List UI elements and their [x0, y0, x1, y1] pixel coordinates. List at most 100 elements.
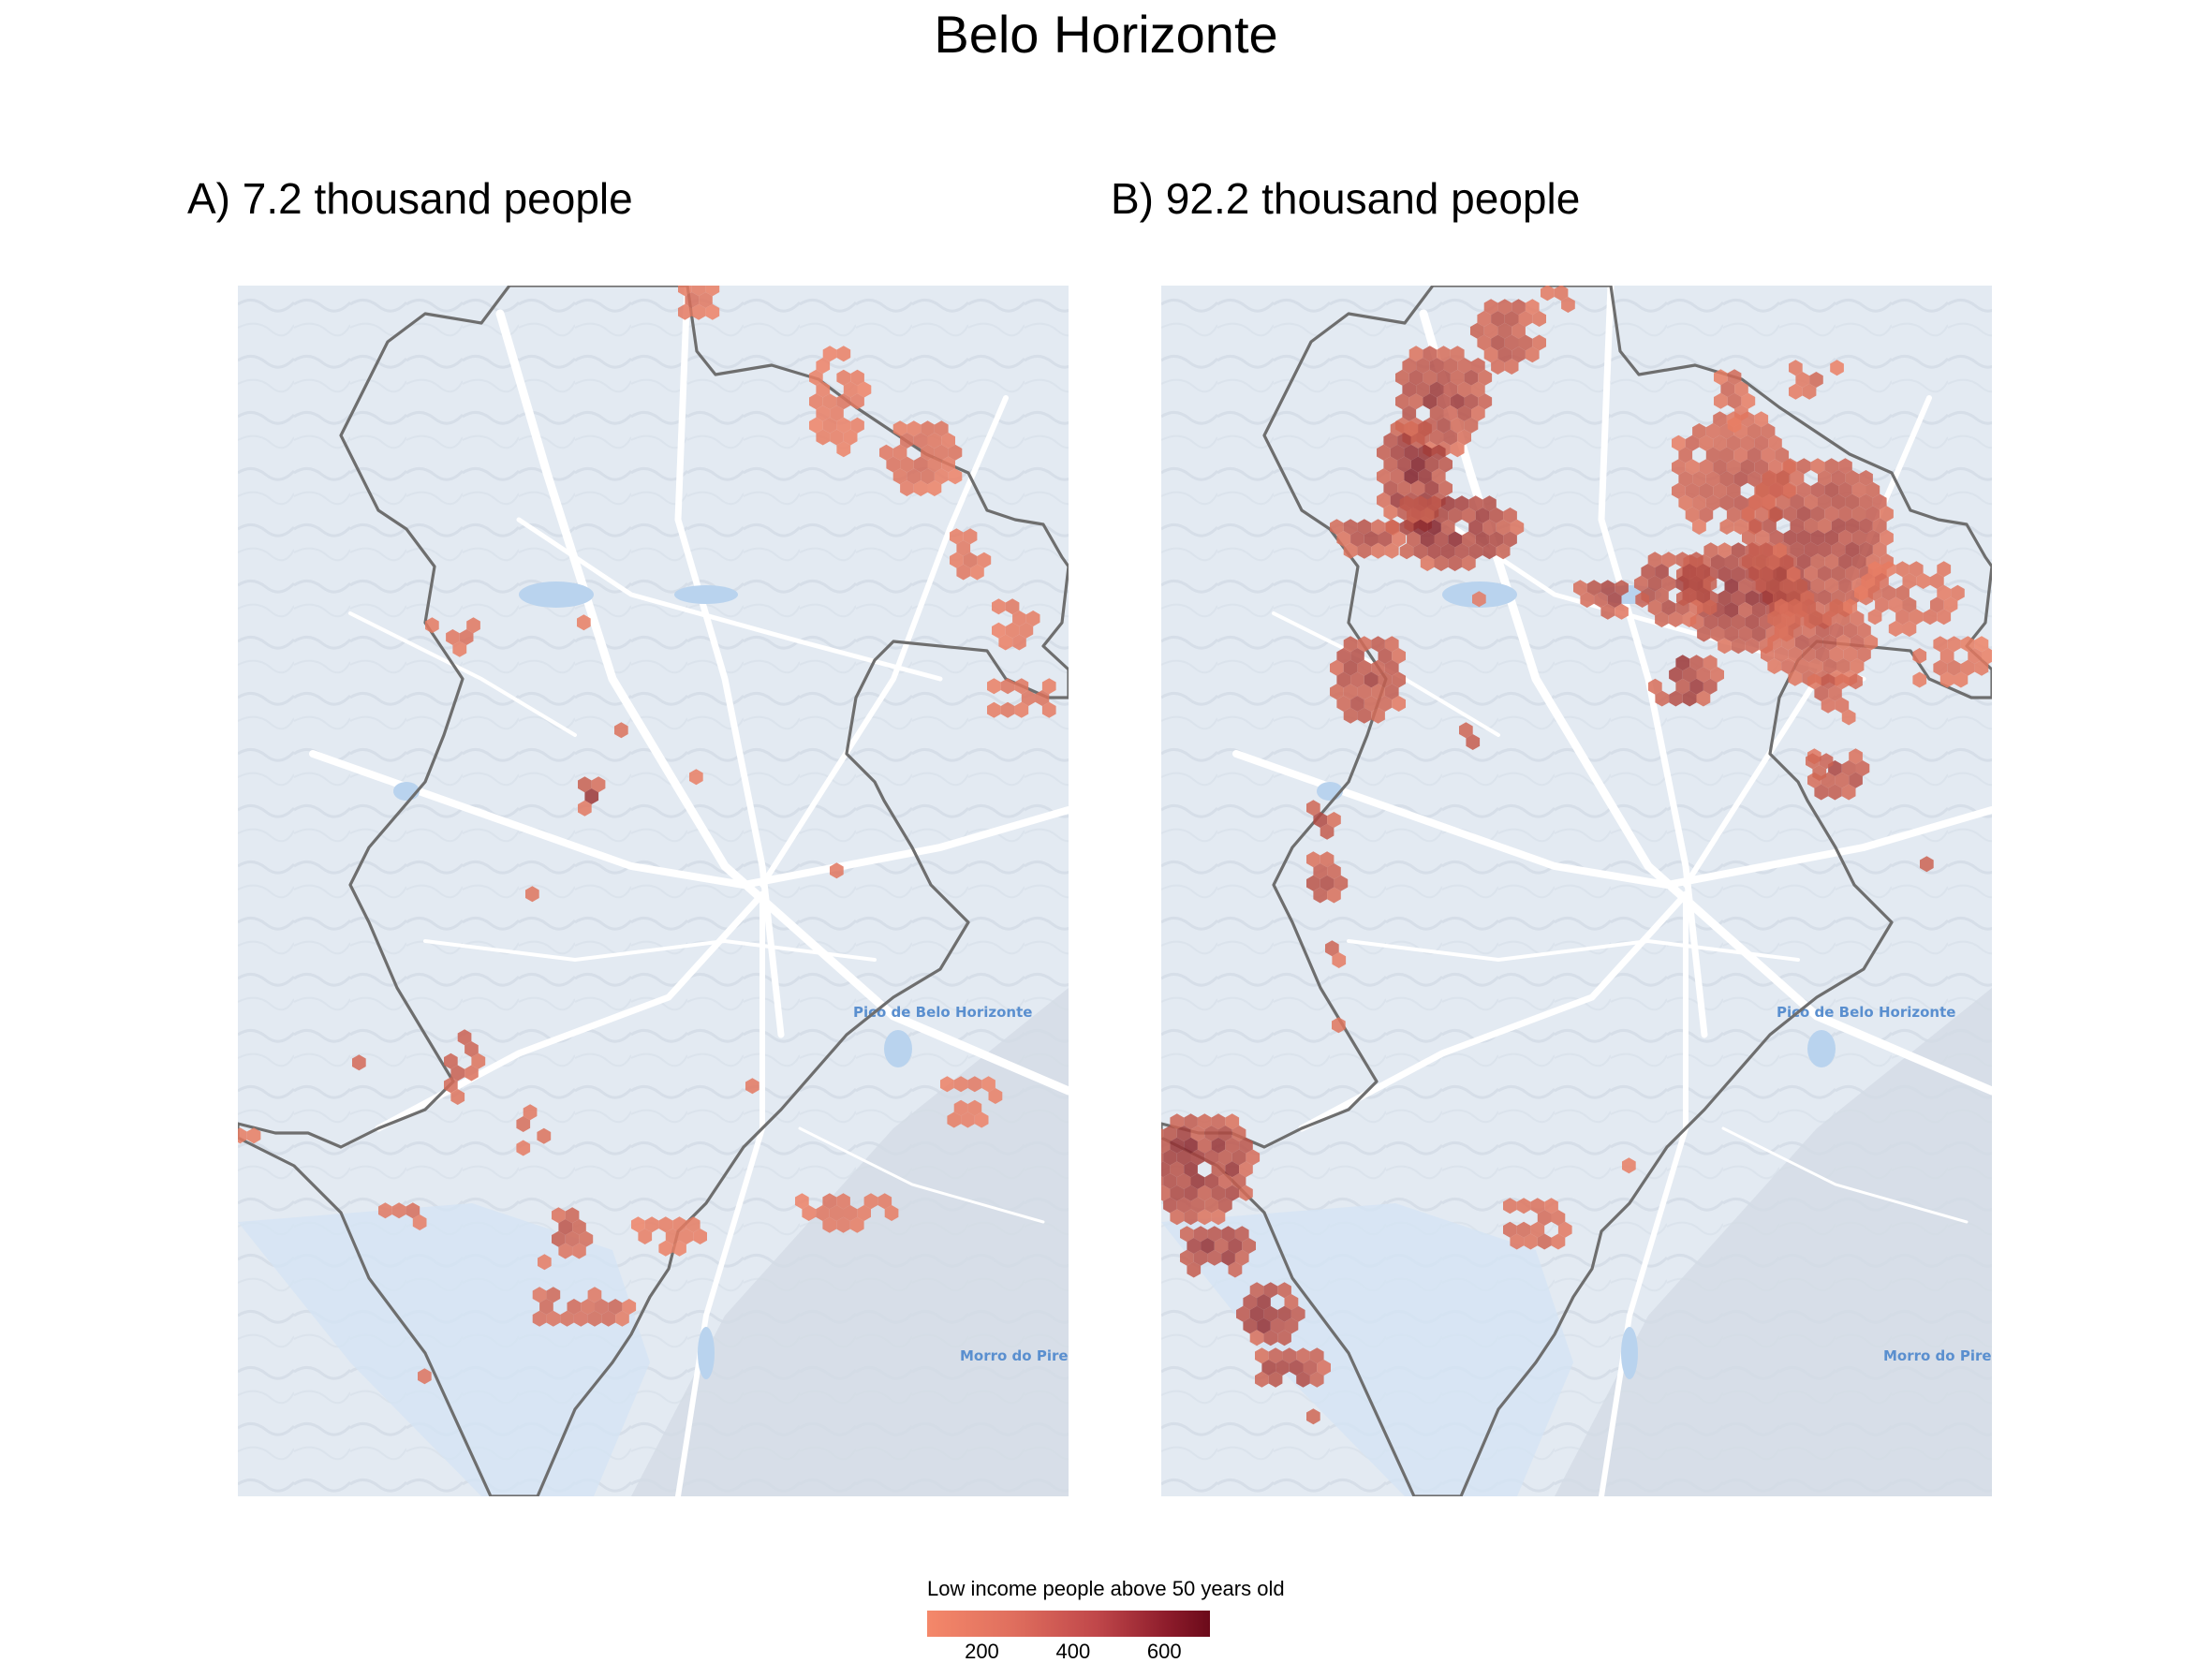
- hexbin-cell: [1383, 456, 1398, 473]
- hexbin-cell: [1418, 444, 1432, 461]
- hexbin-cell: [1705, 494, 1720, 511]
- hexbin-cell: [1697, 625, 1711, 642]
- hexbin-cell: [1831, 470, 1846, 486]
- hexbin-cell: [516, 1116, 531, 1132]
- hexbin-cell: [587, 1287, 602, 1303]
- hexbin-cell: [1696, 690, 1711, 707]
- hexbin-cell: [1854, 584, 1868, 601]
- map-panel-a[interactable]: Pico de Belo Horizonte Morro do Pires: [238, 286, 1069, 1496]
- hexbin-cell: [950, 528, 964, 545]
- hexbin-cell: [1829, 598, 1844, 615]
- hexbin-cell: [974, 1111, 989, 1128]
- hexbin-cell: [1161, 1176, 1164, 1186]
- hexbin-cell: [1477, 334, 1492, 351]
- hexbin-cell: [352, 1054, 366, 1071]
- hexbin-cell: [1968, 648, 1982, 664]
- hexbin-cell: [1482, 495, 1497, 512]
- hexbin-cell: [1767, 634, 1782, 651]
- map-panel-b[interactable]: Pico de Belo Horizonte Morro do Pires: [1161, 286, 1992, 1496]
- hexbin-cell: [1320, 823, 1335, 840]
- hexbin-cell: [1336, 696, 1351, 712]
- hexbin-cell: [921, 420, 935, 437]
- hexbin-cell: [614, 722, 628, 739]
- hexbin-cell: [1204, 1173, 1218, 1189]
- hexbin-cell: [1675, 575, 1689, 592]
- hexbin-cell: [1296, 1371, 1310, 1388]
- hexbin-cell: [1225, 1137, 1240, 1154]
- hexbin-cell: [1306, 1408, 1320, 1425]
- hexbin-cell: [1170, 1161, 1185, 1178]
- hexbin-cell: [1404, 444, 1419, 461]
- hexbin-cell: [1982, 648, 1992, 664]
- hexbin-cell: [1035, 690, 1050, 706]
- hexbin-cell: [1678, 471, 1693, 487]
- hexbin-cell: [1378, 671, 1393, 688]
- hexbin-cell: [809, 417, 823, 434]
- hexbin-cell: [1443, 358, 1458, 374]
- hexbin-cell: [1895, 609, 1910, 625]
- hexbin-cell: [1427, 495, 1441, 512]
- hexbin-cell: [1462, 508, 1476, 523]
- hexbin-cell: [1682, 564, 1697, 580]
- hexbin-cell: [1176, 1149, 1191, 1166]
- hexbin-cell: [1810, 529, 1825, 546]
- hexbin-cell: [1404, 420, 1419, 437]
- hexbin-cell: [1197, 1209, 1212, 1226]
- hexbin-cell: [1752, 625, 1766, 642]
- hexbin-cell: [1489, 508, 1504, 523]
- hexbin-cell: [1835, 673, 1850, 690]
- hexbin-cell: [877, 1193, 892, 1210]
- hexbin-cell: [1769, 481, 1784, 498]
- hexbin-cell: [1284, 1294, 1299, 1310]
- hexbin-cell: [927, 433, 942, 449]
- hexbin-cell: [1309, 1347, 1324, 1364]
- hexbin-cell: [1459, 722, 1473, 739]
- hexbin-cell: [572, 1243, 586, 1259]
- hexbin-cell: [591, 776, 606, 793]
- hexbin-cell: [836, 369, 851, 386]
- hexbin-cell: [850, 393, 864, 410]
- hexbin-cell: [1748, 518, 1763, 534]
- hexbin-cell: [948, 444, 963, 461]
- hexbin-cell: [1257, 1317, 1271, 1334]
- hexbin-cell: [1364, 696, 1379, 712]
- hexbin-cell: [1960, 636, 1975, 653]
- hexbin-cell: [246, 1127, 261, 1144]
- hexbin-cell: [1306, 851, 1320, 868]
- hexbin-cell: [1682, 611, 1697, 627]
- hexbin-cell: [1489, 531, 1504, 548]
- hexbin-cell: [1865, 506, 1880, 522]
- hexbin-cell: [1845, 493, 1860, 510]
- hexbin-cell: [1418, 468, 1432, 485]
- hexbin-cell: [1309, 1371, 1324, 1388]
- hexbin-cell: [934, 444, 949, 461]
- hexbin-cell: [1675, 655, 1690, 671]
- hexbin-cell: [577, 614, 591, 631]
- hexbin-cell: [900, 480, 914, 496]
- hexbin-cell: [1516, 1198, 1531, 1214]
- hexbin-cell: [1443, 429, 1458, 446]
- hexbin-cell: [1641, 564, 1656, 580]
- hexbin-cell: [1364, 531, 1379, 547]
- hexbin-cell: [1350, 531, 1364, 547]
- hexbin-cell: [1397, 480, 1411, 496]
- hexbin-cell: [525, 886, 539, 903]
- hexbin-cell: [699, 292, 713, 308]
- city-boundary: [238, 286, 1069, 1496]
- label-morro: Morro do Pires: [960, 1347, 1069, 1364]
- hexbin-cell: [1745, 566, 1760, 582]
- hexbin-cell: [1551, 1233, 1566, 1250]
- hexbin-cell: [1836, 611, 1851, 626]
- hexbin-cell: [1635, 592, 1649, 608]
- hexbin-cell: [1733, 494, 1747, 511]
- hexbin-cell: [452, 640, 467, 657]
- hexbin-cell: [1418, 420, 1432, 437]
- hexbin-cell: [1783, 529, 1797, 546]
- hexbin-cell: [1768, 434, 1782, 451]
- hexbin-cell: [1937, 584, 1952, 601]
- hexbin-cell: [1648, 678, 1662, 695]
- hexbin-cell: [1438, 456, 1453, 473]
- legend-title: Low income people above 50 years old: [927, 1577, 1285, 1600]
- hexbin-cell: [1357, 707, 1372, 724]
- hexbin-cell: [956, 564, 971, 581]
